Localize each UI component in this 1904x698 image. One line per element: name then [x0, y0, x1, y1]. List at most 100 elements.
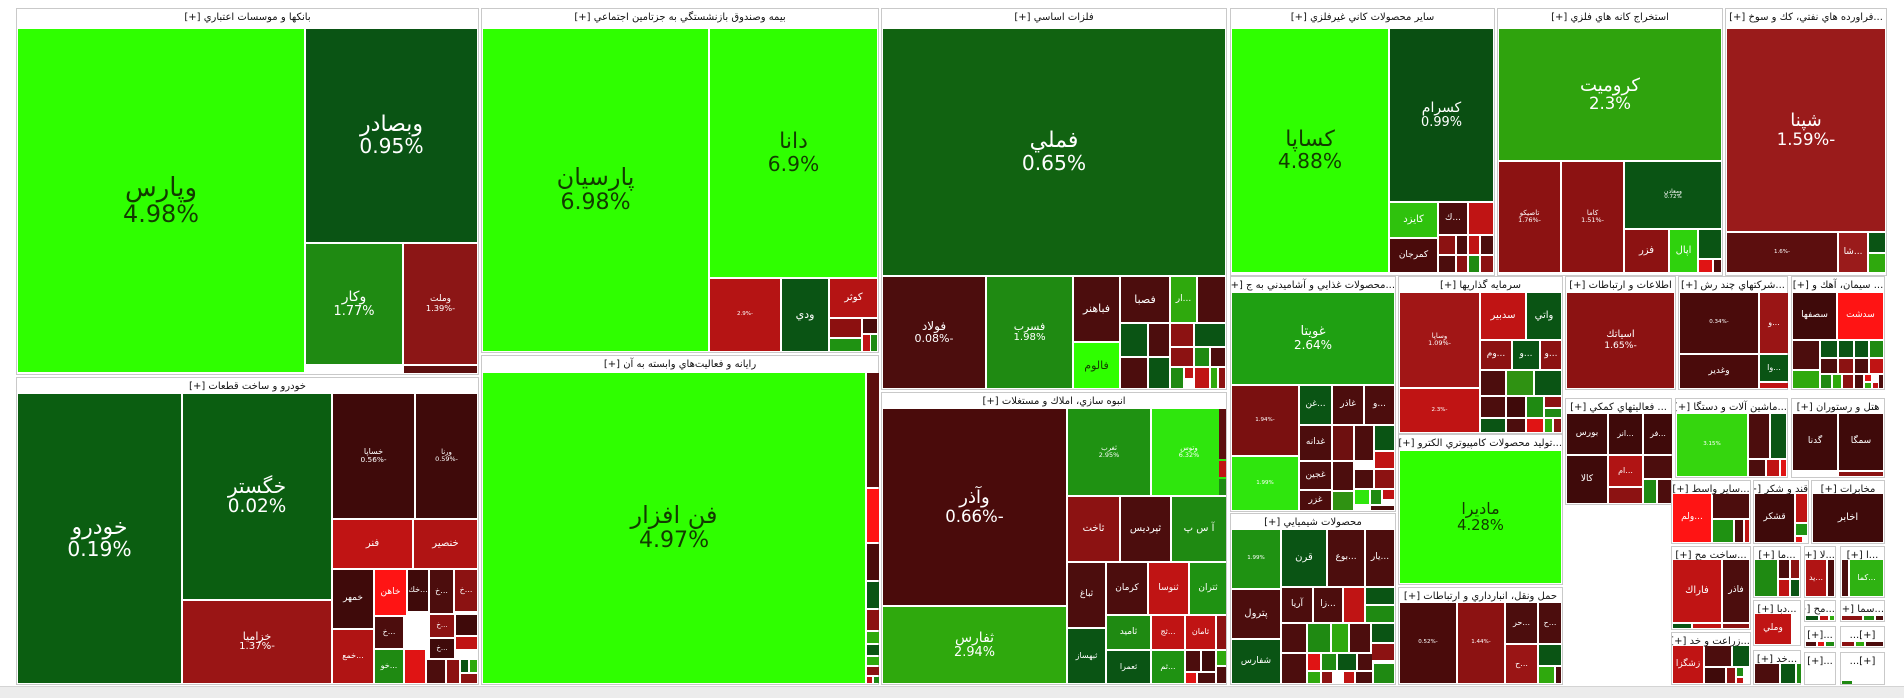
sector-header-other-interm[interactable]: ...ساير واسط [+] [1672, 481, 1750, 498]
tile-food-18[interactable] [1375, 470, 1394, 488]
tile-food-15[interactable] [1355, 470, 1373, 488]
tile-auto-23[interactable] [470, 660, 477, 672]
tile-real-estate-4-named[interactable]: ثاخت [1068, 497, 1119, 561]
tile-auto-22[interactable] [461, 660, 468, 672]
tile-food-6-named[interactable]: غدانه [1300, 426, 1331, 460]
tile-sec-ma-3[interactable] [1791, 560, 1799, 578]
tile-banks-2-named[interactable]: وكار 1.77% [306, 244, 402, 364]
sector-header-sec-empty1[interactable]: ...[+] [1805, 653, 1835, 670]
tile-investment-4-named[interactable]: ...وم [1481, 341, 1511, 369]
tile-food-1[interactable]: -1.94% [1232, 386, 1298, 455]
tile-investment-17[interactable] [1527, 419, 1543, 432]
tile-insurance-6[interactable] [863, 319, 877, 333]
tile-sec-x1-2[interactable] [1826, 642, 1834, 646]
tile-investment-3-named[interactable]: واتي [1527, 293, 1561, 339]
sector-header-oil-products[interactable]: ...فراورده هاي نفتي، كك و سوخ [+] [1726, 9, 1886, 26]
tile-chemical-12[interactable] [1308, 624, 1330, 652]
tile-chemical-16[interactable] [1372, 644, 1394, 660]
tile-sec-x2-2[interactable] [1866, 642, 1883, 646]
tile-sec-sma-1[interactable] [1864, 616, 1874, 620]
tile-auto-6-named[interactable]: خنصير [414, 520, 477, 568]
tile-sec-x2-0[interactable] [1842, 642, 1854, 646]
tile-other-minerals-10[interactable] [1439, 256, 1455, 272]
tile-food-12[interactable] [1375, 452, 1394, 468]
tile-agriculture-1[interactable] [1705, 646, 1731, 666]
tile-computer-6[interactable] [867, 632, 879, 643]
tile-other-minerals-11[interactable] [1457, 256, 1467, 272]
tile-other-minerals-13[interactable] [1481, 256, 1493, 272]
tile-computer-4[interactable] [867, 582, 879, 608]
tile-chemical-9[interactable] [1366, 588, 1394, 604]
tile-cement-14[interactable] [1843, 375, 1853, 388]
tile-base-metals-9[interactable] [1149, 324, 1169, 356]
tile-metal-mining-0-named[interactable]: كروميت 2.3% [1499, 29, 1721, 160]
tile-chemical-24[interactable] [1334, 672, 1342, 683]
tile-auto-11-named[interactable]: ...خ [455, 570, 477, 611]
tile-investment-10[interactable] [1481, 397, 1505, 417]
tile-other-minerals-4-named[interactable]: ...ك [1439, 203, 1467, 234]
tile-investment-19[interactable] [1554, 419, 1561, 432]
tile-cement-13[interactable] [1833, 375, 1841, 388]
sector-header-telecom[interactable]: مخابرات [+] [1812, 481, 1884, 498]
tile-cement-9[interactable] [1839, 359, 1853, 373]
tile-insurance-4-named[interactable]: كوثر [830, 279, 877, 317]
tile-computer-5[interactable] [867, 610, 879, 630]
tile-oil-products-4[interactable] [1869, 254, 1885, 272]
tile-sec-empty2-0[interactable] [1842, 668, 1860, 682]
tile-chemical-13[interactable] [1332, 624, 1348, 652]
tile-investment-0-named[interactable]: وساپا -1.09% [1400, 293, 1479, 387]
tile-insurance-7[interactable] [830, 339, 861, 351]
tile-agriculture-4[interactable] [1727, 668, 1735, 683]
tile-real-estate-10-named[interactable]: ثتران [1190, 563, 1226, 614]
tile-chemical-0[interactable]: 1.99% [1232, 530, 1280, 588]
tile-sec-empty2-2[interactable] [1842, 681, 1852, 684]
tile-other-minerals-7[interactable] [1457, 236, 1467, 254]
tile-sec-empty1-0[interactable] [1806, 668, 1818, 682]
tile-auto-8-named[interactable]: خاهن [375, 570, 406, 615]
tile-other-minerals-1-named[interactable]: كسرام 0.99% [1390, 29, 1493, 201]
tile-real-estate-9-named[interactable]: ثنوسا [1149, 563, 1188, 614]
tile-conglomerate-0[interactable]: -0.34% [1680, 293, 1758, 353]
tile-cement-2[interactable] [1793, 341, 1819, 369]
tile-machinery-0[interactable]: 3.15% [1677, 414, 1747, 476]
tile-base-metals-17[interactable] [1171, 368, 1183, 388]
tile-real-estate-8-named[interactable]: كرمان [1107, 563, 1147, 614]
tile-cement-4[interactable] [1821, 341, 1837, 357]
tile-chemical-19[interactable] [1322, 654, 1336, 670]
tile-chemical-18[interactable] [1308, 654, 1320, 670]
tile-real-estate-12-named[interactable]: ...ثج [1152, 616, 1184, 649]
sector-header-financial-aux[interactable]: ... فعاليتهاي كمكي [+] [1566, 399, 1671, 416]
tile-chemical-26[interactable] [1356, 672, 1372, 683]
sector-header-insurance[interactable]: بيمه وصندوق بازنشستگي به جزتامين اجتماعي… [482, 9, 878, 26]
tile-financial-aux-0-named[interactable]: بورس [1567, 414, 1607, 454]
tile-chemical-10[interactable] [1366, 606, 1394, 622]
tile-real-estate-23[interactable] [1217, 667, 1226, 683]
tile-auto-20[interactable] [456, 615, 477, 635]
tile-food-7-named[interactable]: غجين [1300, 462, 1331, 489]
tile-other-interm-4[interactable] [1745, 520, 1749, 542]
tile-other-interm-2[interactable] [1713, 520, 1733, 542]
tile-base-metals-2-named[interactable]: فسرب 1.98% [987, 277, 1072, 388]
tile-agriculture-0-named[interactable]: زشگزا [1673, 646, 1703, 683]
tile-sec-x1-1[interactable] [1818, 642, 1824, 646]
tile-financial-aux-1-named[interactable]: ...انر [1609, 414, 1642, 454]
tile-computer-2[interactable] [867, 489, 879, 542]
tile-financial-aux-5[interactable] [1644, 456, 1672, 478]
tile-transport-3-named[interactable]: ...ح [1539, 603, 1561, 643]
tile-sec-sma-2[interactable] [1876, 616, 1883, 620]
tile-chemical-3-named[interactable]: ...يار [1366, 530, 1394, 586]
sector-header-banks[interactable]: بانكها و موسسات اعتباري [+] [17, 9, 478, 26]
tile-base-metals-6-named[interactable]: ...ار [1171, 277, 1196, 322]
sector-header-cement[interactable]: ... سيمان، آهك و [+] [1792, 277, 1884, 294]
tile-financial-aux-2-named[interactable]: ...فر [1644, 414, 1672, 454]
sector-header-sec-khd[interactable]: ...خد [+] [1754, 651, 1800, 668]
tile-auto-10-named[interactable]: ...خ [430, 570, 453, 613]
sector-header-ict[interactable]: اطلاعات و ارتباطات [+] [1566, 277, 1675, 294]
tile-computer-3[interactable] [867, 544, 879, 580]
tile-cement-19[interactable] [1873, 383, 1878, 388]
tile-investment-15[interactable] [1481, 419, 1505, 432]
tile-cement-10[interactable] [1855, 359, 1868, 373]
tile-base-metals-12[interactable] [1121, 358, 1147, 388]
tile-real-estate-7-named[interactable]: ثباغ [1068, 563, 1105, 627]
tile-insurance-0-named[interactable]: پارسيان 6.98% [483, 29, 708, 351]
